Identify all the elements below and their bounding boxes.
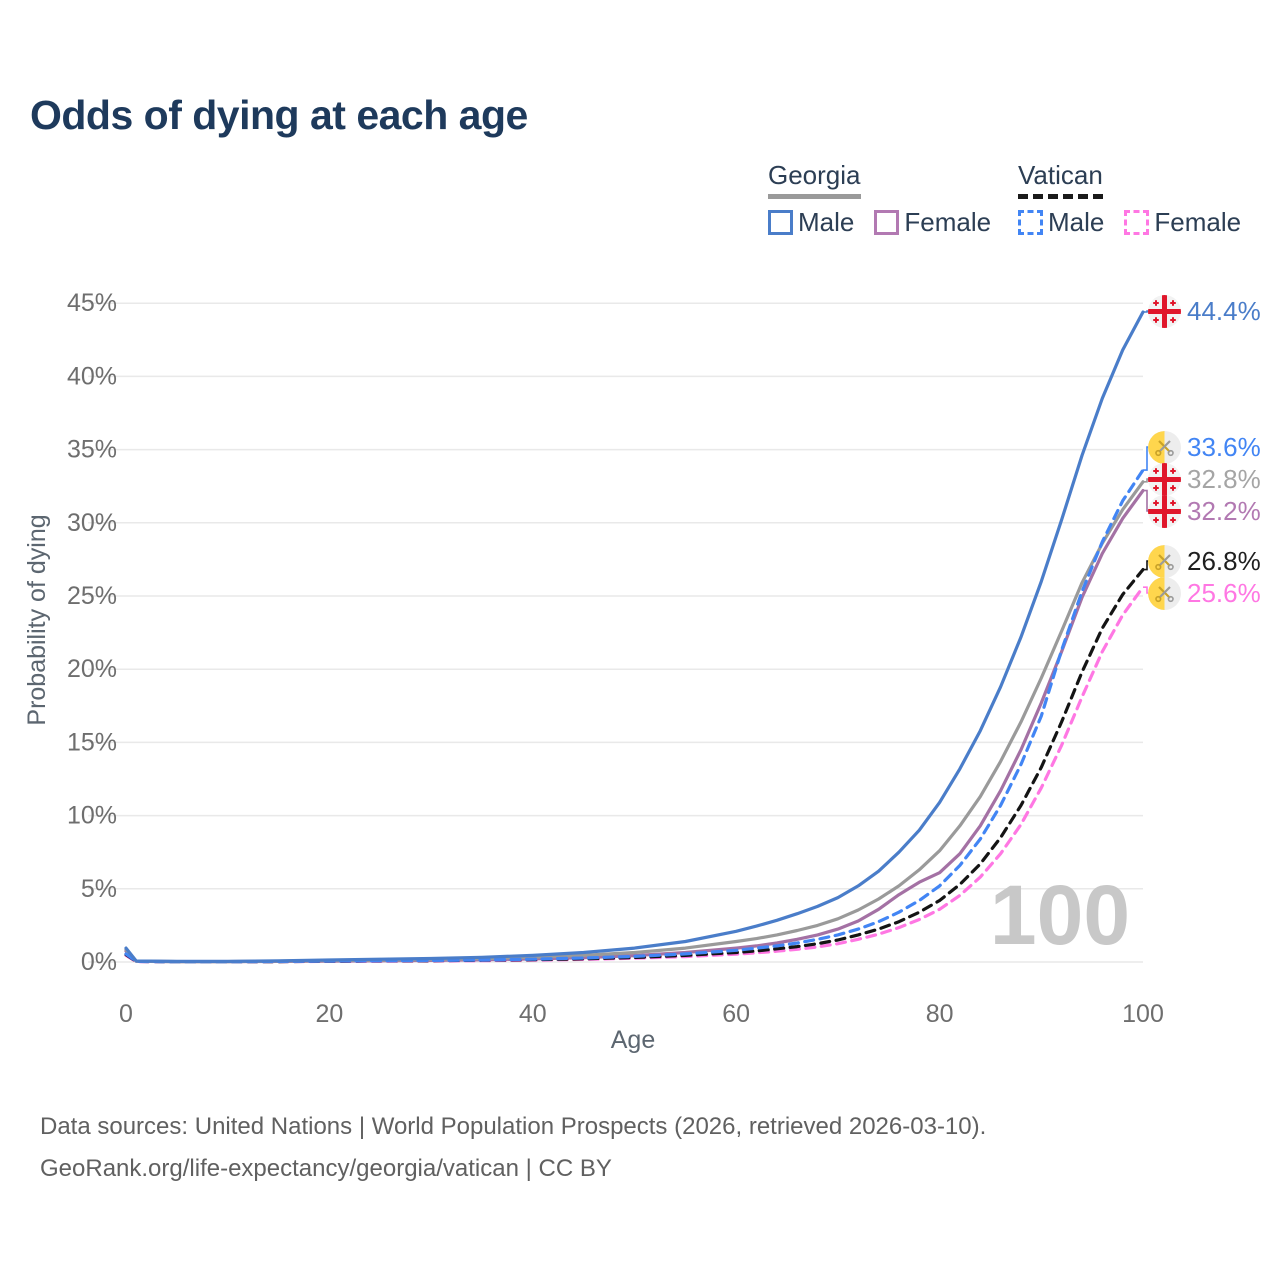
x-tick-label: 0 <box>119 1000 133 1028</box>
georgia-flag-icon <box>1148 494 1181 528</box>
legend-group-georgia: Georgia Male Female <box>768 160 991 238</box>
series-line-vatican-female[interactable] <box>124 585 1145 964</box>
legend-item-label: Male <box>1048 207 1105 237</box>
vatican-male-swatch-icon <box>1018 210 1043 235</box>
series-end-label-vatican-male: 33.6% <box>1148 430 1261 464</box>
y-tick-label: 25% <box>67 582 117 610</box>
y-tick-label: 20% <box>67 655 117 683</box>
y-tick-label: 45% <box>67 289 117 317</box>
x-tick-label: 20 <box>315 1000 343 1028</box>
legend-item-label: Female <box>904 207 992 237</box>
legend-items-georgia: Male Female <box>768 207 991 238</box>
footer: Data sources: United Nations | World Pop… <box>40 1106 986 1190</box>
series-end-label-georgia-female: 32.2% <box>1148 494 1261 528</box>
legend-heading-vatican[interactable]: Vatican <box>1018 160 1103 199</box>
legend-items-vatican: Male Female <box>1018 207 1241 238</box>
y-tick-label: 0% <box>81 948 117 976</box>
series-end-label-georgia: 32.8% <box>1148 462 1261 496</box>
vatican-flag-icon <box>1148 576 1181 610</box>
series-end-value: 33.6% <box>1187 432 1261 462</box>
footer-data-sources: Data sources: United Nations | World Pop… <box>40 1113 987 1140</box>
x-tick-label: 40 <box>519 1000 547 1028</box>
series-end-value: 44.4% <box>1187 296 1261 326</box>
series-end-value: 25.6% <box>1187 578 1261 608</box>
age-watermark: 100 <box>990 868 1130 962</box>
y-tick-label: 10% <box>67 802 117 830</box>
legend-item-label: Male <box>798 207 855 237</box>
series-end-label-georgia-male: 44.4% <box>1148 294 1261 328</box>
y-tick-label: 15% <box>67 728 117 756</box>
series-end-label-vatican: 26.8% <box>1148 544 1261 578</box>
series-line-georgia-male[interactable] <box>124 310 1145 963</box>
vatican-flag-icon <box>1148 544 1181 578</box>
legend-item-vatican-female[interactable]: Female <box>1124 207 1241 238</box>
y-tick-label: 5% <box>81 875 117 903</box>
series-line-vatican[interactable] <box>124 568 1145 964</box>
gridlines-layer <box>88 302 1143 963</box>
legend-group-vatican: Vatican Male Female <box>1018 160 1241 238</box>
y-tick-label: 35% <box>67 436 117 464</box>
x-tick-label: 60 <box>722 1000 750 1028</box>
legend-item-label: Female <box>1154 207 1242 237</box>
georgia-male-swatch-icon <box>768 210 793 235</box>
y-tick-label: 30% <box>67 509 117 537</box>
tick-labels-layer: 0% 5% 10% 15% 20% 25% 30% 35% 40% 45% 0 20 40 60 80 100 <box>67 289 1164 1028</box>
footer-attribution: GeoRank.org/life-expectancy/georgia/vati… <box>40 1155 612 1182</box>
series-end-value: 32.2% <box>1187 496 1261 526</box>
georgia-female-swatch-icon <box>874 210 900 235</box>
legend-item-vatican-male[interactable]: Male <box>1018 207 1104 238</box>
x-tick-label: 100 <box>1122 1000 1164 1028</box>
series-end-value: 32.8% <box>1187 464 1261 494</box>
x-tick-label: 80 <box>926 1000 954 1028</box>
series-end-label-vatican-female: 25.6% <box>1148 576 1261 610</box>
georgia-flag-icon <box>1148 462 1181 496</box>
vatican-flag-icon <box>1148 430 1181 464</box>
legend-heading-georgia[interactable]: Georgia <box>768 160 861 199</box>
y-tick-label: 40% <box>67 362 117 390</box>
legend-item-georgia-female[interactable]: Female <box>874 207 991 238</box>
legend-item-georgia-male[interactable]: Male <box>768 207 854 238</box>
vatican-female-swatch-icon <box>1124 210 1150 235</box>
page-title: Odds of dying at each age <box>30 92 528 138</box>
georgia-flag-icon <box>1148 294 1181 328</box>
series-end-value: 26.8% <box>1187 546 1261 576</box>
x-axis-label: Age <box>611 1026 655 1054</box>
curves-layer <box>124 310 1145 964</box>
y-axis-label: Probability of dying <box>23 514 51 725</box>
